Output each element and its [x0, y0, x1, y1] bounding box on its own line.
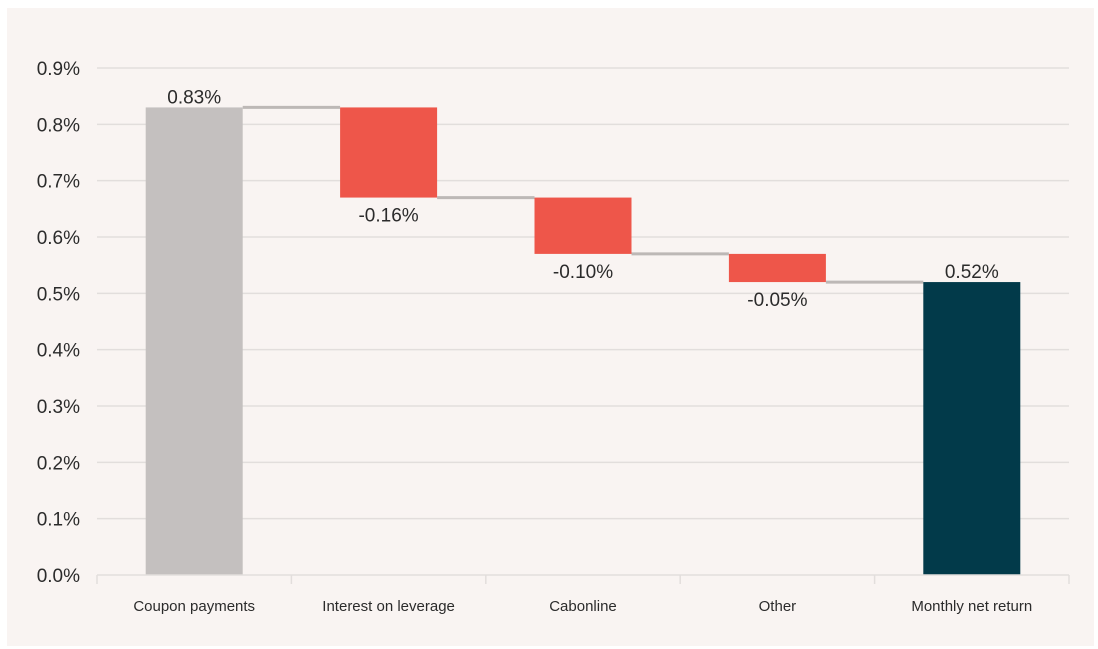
y-tick-label: 0.2% [37, 453, 80, 474]
x-tick-label: Coupon payments [133, 598, 255, 615]
data-label: 0.83% [167, 87, 221, 108]
y-tick-label: 0.9% [37, 59, 80, 80]
x-tick-label: Other [759, 598, 797, 615]
y-tick-label: 0.7% [37, 172, 80, 193]
y-tick-label: 0.6% [37, 228, 80, 249]
y-tick-label: 0.5% [37, 284, 80, 305]
bar-interest-on-leverage [340, 107, 438, 198]
y-tick-label: 0.1% [37, 510, 80, 531]
x-tick-label: Monthly net return [911, 598, 1032, 615]
data-label: -0.10% [553, 262, 613, 283]
bar-other [728, 253, 826, 283]
bar-cabonline [534, 197, 632, 254]
y-tick-label: 0.8% [37, 115, 80, 136]
connector-lines [242, 105, 924, 284]
data-label: -0.16% [358, 206, 418, 227]
bar-monthly-net-return [923, 282, 1021, 575]
x-tick-label: Cabonline [549, 598, 617, 615]
value-labels: 0.83% -0.16% -0.10% -0.05% 0.52% [167, 87, 999, 311]
x-axis-ticks: Coupon payments Interest on leverage Cabon… [133, 598, 1032, 615]
x-axis [96, 574, 1070, 584]
y-tick-label: 0.4% [37, 341, 80, 362]
data-label: 0.52% [945, 262, 999, 283]
bar-coupon-payments [145, 107, 243, 575]
bars [145, 107, 1021, 575]
gridlines [97, 67, 1069, 520]
y-tick-label: 0.0% [37, 566, 80, 587]
y-axis-ticks: 0.0% 0.1% 0.2% 0.3% 0.4% 0.5% 0.6% 0.7% 0.8% 0.9% [37, 59, 80, 587]
x-tick-label: Interest on leverage [322, 598, 455, 615]
y-tick-label: 0.3% [37, 397, 80, 418]
data-label: -0.05% [747, 290, 807, 311]
